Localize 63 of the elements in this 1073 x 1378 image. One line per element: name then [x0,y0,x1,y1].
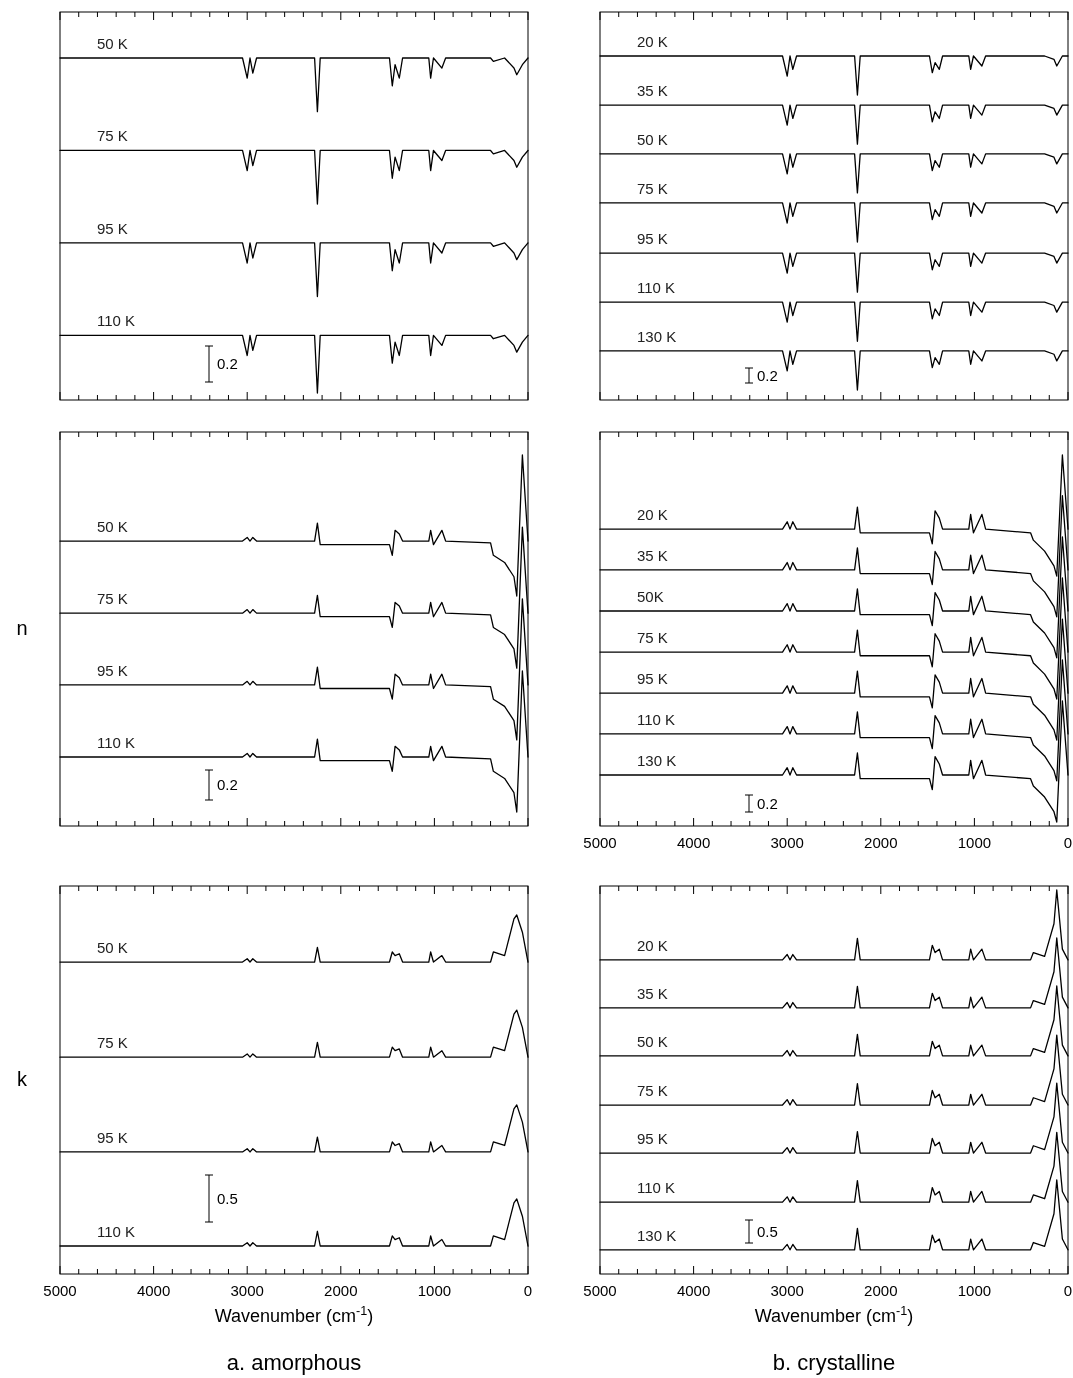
y-axis-title: k [17,1068,28,1090]
series-label: 130 K [637,327,677,345]
annotation: 0.5 [757,1222,778,1240]
x-tick-label: 3000 [770,834,804,851]
x-tick-label: 4000 [136,1282,171,1299]
series-label: 75 K [97,1034,128,1052]
series-label: 110 K [637,710,676,728]
series-label: 110 K [637,1179,676,1197]
series-label: 35 K [637,546,668,564]
series-label: 75 K [637,179,668,197]
x-tick-label: 5000 [583,834,617,851]
series-label: 130 K [637,752,677,770]
series-label: 75 K [97,590,128,608]
x-tick-label: 5000 [43,1282,77,1299]
series-label: 130 K [637,1226,677,1244]
series-label: 110 K [97,312,136,330]
series-label: 35 K [637,984,668,1002]
text: a. amorphous [226,1350,362,1375]
series-label: 110 K [97,734,136,752]
x-tick-label: 2000 [324,1282,358,1299]
series-label: 50 K [97,518,128,536]
x-tick-label: 1000 [957,1282,992,1299]
series-label: 95 K [97,219,128,237]
x-axis-title: Wavenumber (cm$^{-1}$) [754,1304,914,1326]
series-label: 75 K [637,629,668,647]
series-label: 95 K [97,661,128,679]
annotation: 0.2 [757,366,778,384]
series-label: 50 K [97,939,128,957]
series-label: 35 K [637,82,668,100]
annotation: 0.5 [217,1189,238,1207]
x-tick-label: 0 [1063,834,1073,851]
legend-label: 20 K [637,33,668,50]
x-tick-label: 4000 [676,834,711,851]
series-label: 50 K [637,130,668,148]
series-label: 95 K [637,670,668,688]
x-tick-label: 2000 [864,1282,898,1299]
x-tick-label: 5000 [583,1282,617,1299]
x-axis-title: Wavenumber (cm$^{-1}$) [214,1304,374,1326]
annotation: 0.2 [757,794,778,812]
series-label: 75 K [637,1082,668,1100]
series-label: 75 K [97,127,128,145]
x-tick-label: 2000 [864,834,898,851]
series-label: 95 K [97,1128,128,1146]
x-tick-label: 3000 [230,1282,264,1299]
x-tick-label: 1000 [417,1282,452,1299]
series-label: 50K [637,587,664,605]
x-tick-label: 4000 [676,1282,711,1299]
x-tick-label: 3000 [770,1282,804,1299]
legend-label: 50 K [97,35,128,52]
series-label: 20 K [637,936,668,954]
series-label: 50 K [637,1032,668,1050]
x-tick-label: 0 [523,1282,533,1299]
series-label: 95 K [637,230,668,248]
series-label: 20 K [637,506,668,524]
series-label: 110 K [637,279,676,297]
x-tick-label: 1000 [957,834,992,851]
y-axis-title: n [16,617,28,639]
annotation: 0.2 [217,776,238,793]
annotation: 0.2 [217,355,238,372]
text: b. crystalline [772,1350,896,1375]
x-tick-label: 0 [1063,1282,1073,1299]
series-label: 95 K [637,1130,668,1148]
series-label: 110 K [97,1223,136,1240]
